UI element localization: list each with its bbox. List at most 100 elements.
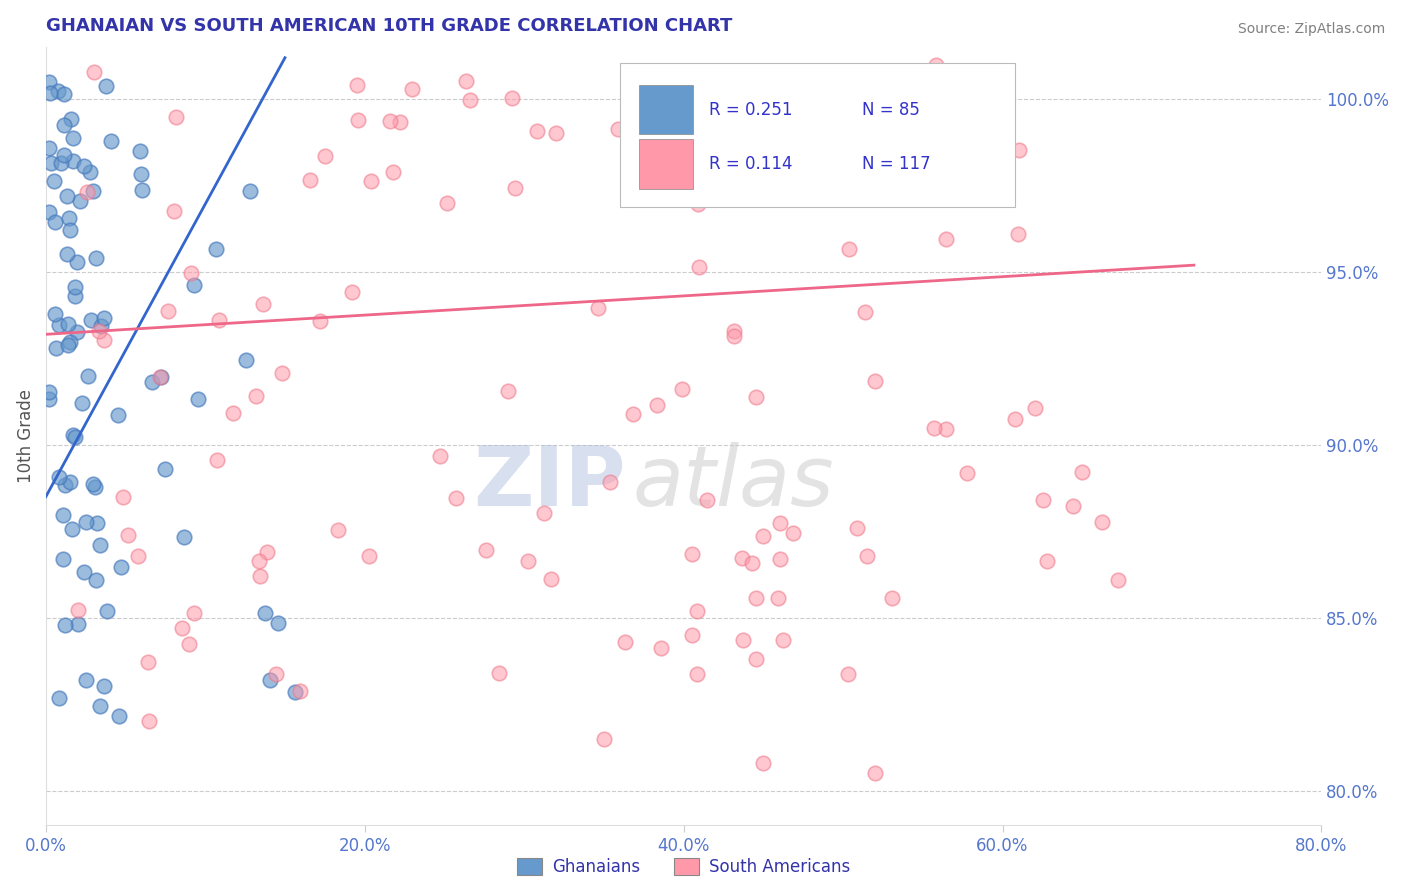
Point <box>208 312 231 326</box>
Point <box>53 478 76 492</box>
Point <box>1024 401 1046 416</box>
Point <box>935 231 957 245</box>
Point <box>259 673 281 687</box>
Point <box>501 91 523 105</box>
Text: atlas: atlas <box>633 442 834 524</box>
Point <box>38 384 60 399</box>
Point <box>436 196 458 211</box>
Point <box>38 204 60 219</box>
Point <box>1032 493 1054 508</box>
Point <box>49 156 72 170</box>
Legend: Ghanaians, South Americans: Ghanaians, South Americans <box>510 852 856 883</box>
Text: GHANAIAN VS SOUTH AMERICAN 10TH GRADE CORRELATION CHART: GHANAIAN VS SOUTH AMERICAN 10TH GRADE CO… <box>46 17 733 35</box>
Point <box>853 304 876 318</box>
Point <box>731 633 754 648</box>
Point <box>127 549 149 563</box>
Point <box>162 204 184 219</box>
Point <box>446 491 468 505</box>
Point <box>38 86 60 100</box>
Point <box>863 766 886 780</box>
Point <box>1004 412 1026 426</box>
Point <box>149 369 172 384</box>
Point <box>846 521 869 535</box>
Text: Source: ZipAtlas.com: Source: ZipAtlas.com <box>1237 22 1385 37</box>
Point <box>544 126 567 140</box>
Point <box>782 525 804 540</box>
Point <box>475 543 498 558</box>
Point <box>1107 574 1129 588</box>
Point <box>247 554 270 568</box>
Point <box>131 183 153 197</box>
Point <box>67 603 90 617</box>
Point <box>288 683 311 698</box>
Point <box>745 652 768 666</box>
Point <box>86 516 108 530</box>
Point <box>183 607 205 621</box>
Point <box>93 333 115 347</box>
Point <box>69 194 91 209</box>
Point <box>429 449 451 463</box>
Point <box>882 591 904 606</box>
Point <box>129 144 152 158</box>
Text: N = 85: N = 85 <box>862 101 920 119</box>
Point <box>723 324 745 338</box>
Point <box>156 304 179 318</box>
Point <box>93 679 115 693</box>
Point <box>540 572 562 586</box>
Point <box>62 428 84 442</box>
Point <box>955 467 977 481</box>
Point <box>82 477 104 491</box>
Point <box>593 731 616 746</box>
Point <box>360 174 382 188</box>
Point <box>84 574 107 588</box>
FancyBboxPatch shape <box>638 85 693 135</box>
Point <box>53 148 76 162</box>
Point <box>249 569 271 583</box>
Point <box>688 260 710 275</box>
Point <box>671 382 693 396</box>
Point <box>150 369 173 384</box>
Point <box>94 79 117 94</box>
Point <box>38 392 60 407</box>
Point <box>838 242 860 256</box>
Point <box>299 173 322 187</box>
Point <box>72 396 94 410</box>
Point <box>488 665 510 680</box>
Point <box>180 266 202 280</box>
Point <box>769 552 792 566</box>
Point <box>621 407 644 421</box>
Point <box>454 74 477 88</box>
Point <box>314 149 336 163</box>
Point <box>48 691 70 706</box>
Point <box>681 628 703 642</box>
Point <box>58 211 80 226</box>
Point <box>357 549 380 563</box>
Point <box>77 368 100 383</box>
Point <box>890 145 912 159</box>
Point <box>935 422 957 436</box>
Text: N = 117: N = 117 <box>862 155 931 173</box>
Point <box>769 516 792 531</box>
Point <box>207 453 229 467</box>
Point <box>53 87 76 101</box>
Point <box>187 392 209 407</box>
Point <box>165 110 187 124</box>
Point <box>254 607 277 621</box>
Point <box>752 529 775 543</box>
Point <box>136 656 159 670</box>
Point <box>93 311 115 326</box>
Point <box>117 528 139 542</box>
Point <box>586 301 609 316</box>
Point <box>505 180 527 194</box>
Point <box>685 89 707 103</box>
Point <box>111 491 134 505</box>
Point <box>96 604 118 618</box>
Point <box>73 159 96 173</box>
Point <box>204 242 226 256</box>
Point <box>772 632 794 647</box>
Point <box>108 709 131 723</box>
Point <box>347 112 370 127</box>
Point <box>340 285 363 299</box>
Point <box>155 461 177 475</box>
Point <box>863 374 886 388</box>
